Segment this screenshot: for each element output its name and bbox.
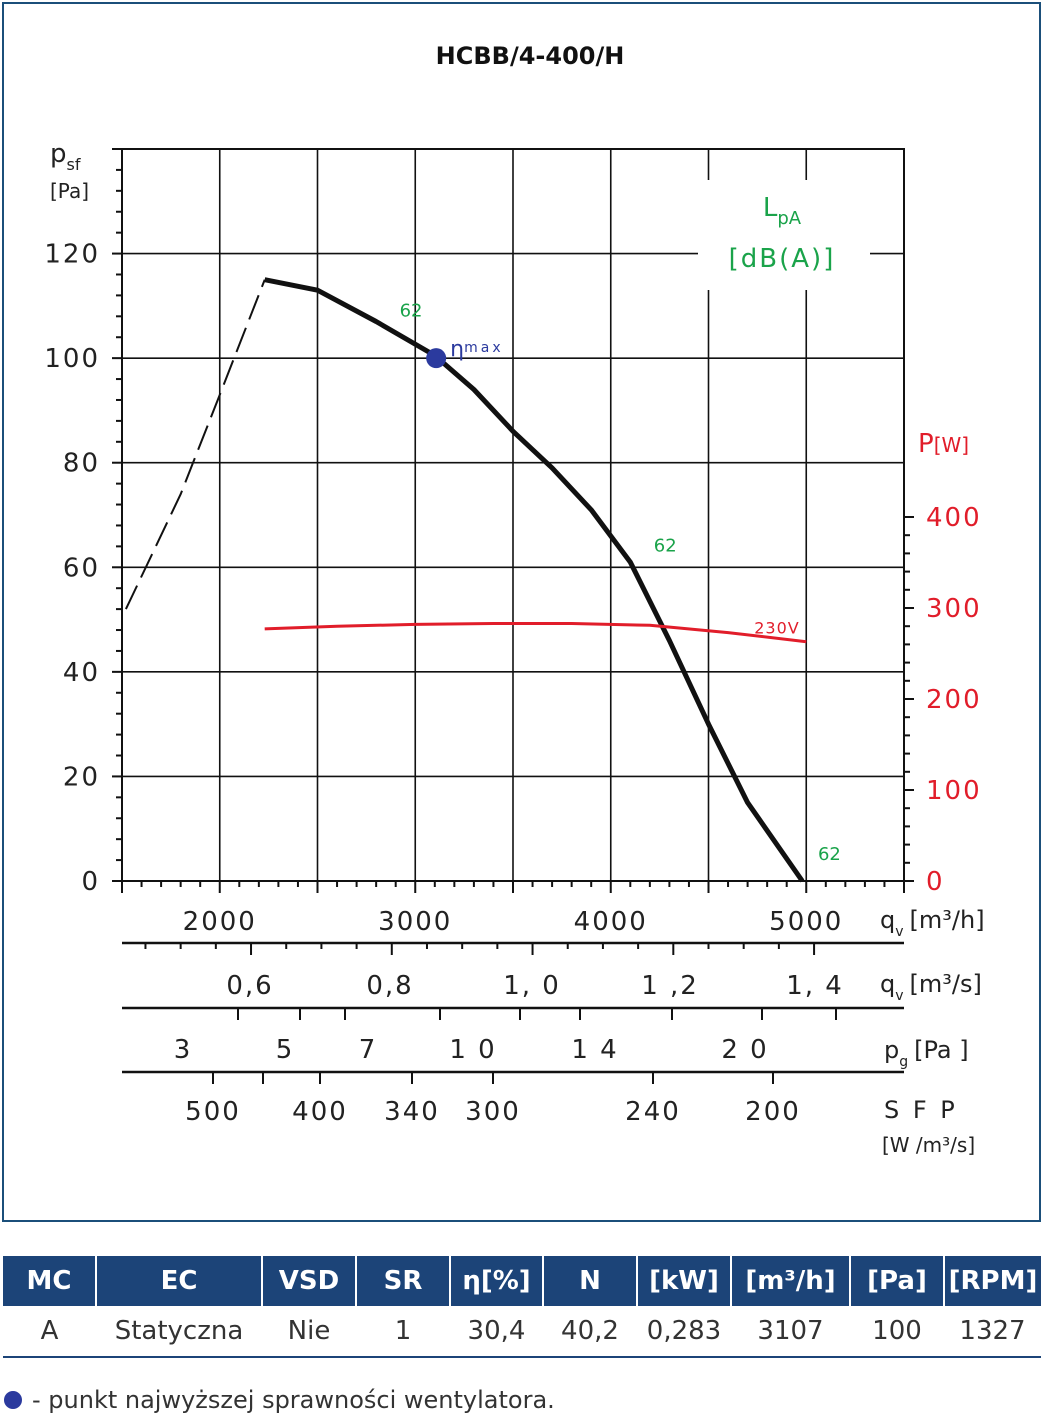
x-tick-label: 2000 xyxy=(183,907,257,937)
y-left-tick-label: 40 xyxy=(63,658,100,688)
svg-text:LpA: LpA xyxy=(763,193,802,229)
y-left-tick-label: 100 xyxy=(44,344,100,374)
y-left-axis: 0 20 40 60 80 100 120 xyxy=(44,148,122,897)
pg-tick-label: 3 xyxy=(174,1035,193,1065)
y-right-tick-label: 200 xyxy=(926,685,982,715)
table-header-cell: [RPM] xyxy=(943,1256,1041,1306)
chart-frame xyxy=(2,2,1041,1222)
sfp-tick-label: 240 xyxy=(625,1097,681,1127)
pg-axis-label: pg [Pa ] xyxy=(884,1036,969,1070)
table-cell: 3107 xyxy=(731,1306,850,1358)
pressure-curve-unstable xyxy=(124,279,266,610)
chart-title: HCBB/4-400/H xyxy=(436,42,625,70)
table-header-cell: MC xyxy=(3,1256,96,1306)
table-header-cell: [Pa] xyxy=(849,1256,944,1306)
y-right-label: P[W] xyxy=(918,429,969,459)
sfp-axis-unit: [W /m³/s] xyxy=(882,1133,975,1157)
y-left-tick-label: 20 xyxy=(63,762,100,792)
table-cell: 100 xyxy=(850,1306,944,1358)
qs-tick-label: 1 ,2 xyxy=(641,971,699,1001)
eta-dot-icon xyxy=(4,1391,22,1409)
legend-note: - punkt najwyższej sprawności wentylator… xyxy=(4,1386,555,1414)
y-right-tick-label: 0 xyxy=(926,867,945,897)
qs-axis-label: qv [m³/s] xyxy=(880,970,982,1004)
series-group: 230V ηmax 62 62 62 xyxy=(124,277,841,883)
sfp-tick-label: 400 xyxy=(292,1097,348,1127)
table-header-row: MC EC VSD SR η[%] N [kW] [m³/h] [Pa] [RPM] xyxy=(3,1256,1041,1306)
table-cell: 40,2 xyxy=(543,1306,637,1358)
y-left-tick-label: 80 xyxy=(63,449,100,479)
sfp-tick-label: 300 xyxy=(465,1097,521,1127)
y-left-label: psf xyxy=(50,139,81,174)
y-left-tick-label: 0 xyxy=(81,867,100,897)
table-cell: 1327 xyxy=(944,1306,1041,1358)
noise-label: 62 xyxy=(400,300,423,321)
table-header-cell: N xyxy=(542,1256,637,1306)
pg-tick-label: 5 xyxy=(276,1035,295,1065)
table-header-cell: VSD xyxy=(261,1256,356,1306)
table-cell: 1 xyxy=(356,1306,450,1358)
y-left-unit: [Pa] xyxy=(50,179,89,203)
table-header-cell: SR xyxy=(355,1256,450,1306)
table-header-cell: η[%] xyxy=(449,1256,543,1306)
table-cell: A xyxy=(3,1306,96,1358)
x-axis: 2000 3000 4000 5000 xyxy=(121,881,905,937)
sfp-tick-label: 200 xyxy=(745,1097,801,1127)
y-right-axis: 0 100 200 300 400 xyxy=(904,503,982,897)
table-header-cell: [kW] xyxy=(636,1256,731,1306)
pg-tick-label: 2 0 xyxy=(721,1035,768,1065)
y-right-tick-label: 400 xyxy=(926,503,982,533)
table-row: A Statyczna Nie 1 30,4 40,2 0,283 3107 100 1327 xyxy=(3,1306,1041,1358)
table-cell: 30,4 xyxy=(450,1306,543,1358)
pg-tick-label: 1 4 xyxy=(571,1035,618,1065)
table-header-cell: [m³/h] xyxy=(730,1256,850,1306)
y-left-tick-label: 120 xyxy=(44,240,100,270)
x-tick-label: 3000 xyxy=(378,907,452,937)
qs-tick-label: 0,6 xyxy=(226,971,273,1001)
svg-text:[dB(A)]: [dB(A)] xyxy=(729,244,836,274)
pg-tick-label: 7 xyxy=(359,1035,378,1065)
y-right-tick-label: 100 xyxy=(926,776,982,806)
legend-text: - punkt najwyższej sprawności wentylator… xyxy=(32,1386,555,1414)
qs-tick-label: 0,8 xyxy=(366,971,413,1001)
noise-label: 62 xyxy=(818,844,841,865)
sfp-tick-label: 500 xyxy=(185,1097,241,1127)
secondary-axes: 0,6 0,8 1, 0 1 ,2 1, 4 3 5 7 1 0 1 4 2 0 500 400 340 3… xyxy=(122,941,982,1157)
y-right-tick-label: 300 xyxy=(926,594,982,624)
pressure-curve xyxy=(264,277,805,883)
table-cell: Nie xyxy=(262,1306,356,1358)
sfp-tick-label: 340 xyxy=(384,1097,440,1127)
y-left-tick-label: 60 xyxy=(63,553,100,583)
x-tick-label: 4000 xyxy=(574,907,648,937)
power-curve xyxy=(264,622,807,644)
noise-label: 62 xyxy=(654,536,677,557)
fan-curve-chart: HCBB/4-400/H 0 20 40 60 80 100 120 0 100 200 300 4… xyxy=(44,42,985,1157)
pg-tick-label: 1 0 xyxy=(449,1035,496,1065)
eta-max-point xyxy=(426,348,447,369)
qs-tick-label: 1, 4 xyxy=(786,971,844,1001)
sfp-axis-label: S F P xyxy=(884,1096,958,1124)
table-cell: 0,283 xyxy=(637,1306,731,1358)
x-axis-label: qv [m³/h] xyxy=(880,906,985,940)
table-header-cell: EC xyxy=(95,1256,262,1306)
qs-tick-label: 1, 0 xyxy=(503,971,561,1001)
grid xyxy=(121,148,905,882)
power-curve-label: 230V xyxy=(754,619,799,638)
lpa-box: LpA [dB(A)] xyxy=(698,180,870,290)
parameters-table: MC EC VSD SR η[%] N [kW] [m³/h] [Pa] [RPM] A Staty… xyxy=(3,1256,1041,1358)
table-cell: Statyczna xyxy=(96,1306,262,1358)
x-tick-label: 5000 xyxy=(769,907,843,937)
eta-max-label: ηmax xyxy=(450,337,503,362)
